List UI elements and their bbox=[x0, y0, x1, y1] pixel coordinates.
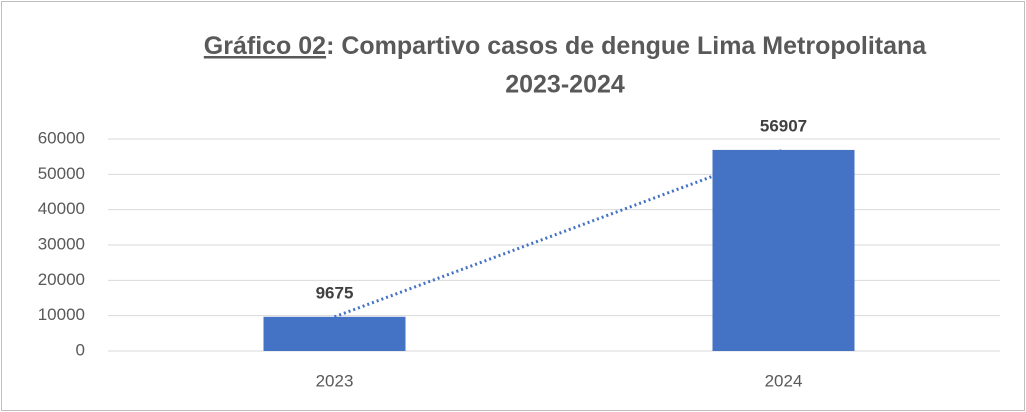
y-tick-label: 50000 bbox=[38, 164, 85, 183]
bar bbox=[712, 149, 855, 351]
data-label: 9675 bbox=[316, 283, 354, 302]
bar bbox=[263, 316, 406, 351]
y-tick-label: 30000 bbox=[38, 234, 85, 253]
data-label: 56907 bbox=[760, 116, 807, 135]
y-tick-label: 10000 bbox=[38, 305, 85, 324]
chart-title: 2023-2024 bbox=[505, 71, 625, 99]
y-tick-label: 60000 bbox=[38, 128, 85, 147]
y-tick-label: 40000 bbox=[38, 199, 85, 218]
y-tick-label: 20000 bbox=[38, 270, 85, 289]
x-tick-label: 2024 bbox=[765, 371, 803, 390]
chart-title: Gráfico 02: Compartivo casos de dengue L… bbox=[204, 32, 927, 60]
x-tick-label: 2023 bbox=[316, 371, 354, 390]
y-tick-label: 0 bbox=[76, 340, 85, 359]
